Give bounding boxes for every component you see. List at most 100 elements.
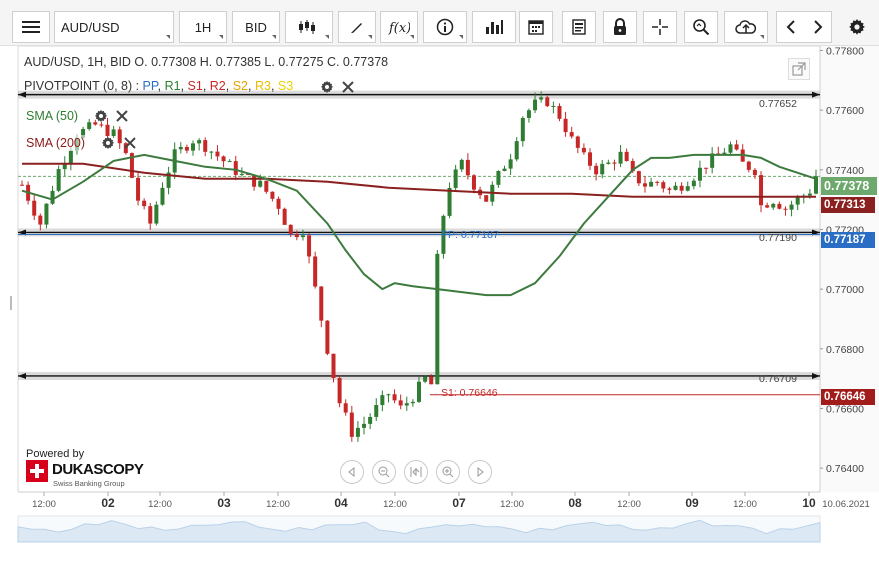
candle-body [343,403,348,413]
s-level-label: 0.76709 [759,373,797,385]
candle-body [294,233,299,238]
candle-body [282,208,287,225]
y-tick-label: 0.77800 [826,46,864,57]
lock-button[interactable] [603,11,637,43]
history-back-button[interactable] [776,11,832,43]
pp-inline-label: PP: 0.77187 [441,229,499,241]
candle-body [630,160,635,172]
triangle-right-icon [477,467,484,477]
candle-body [184,146,189,151]
indicators-button[interactable]: f(x) [380,11,418,43]
candle-body [142,200,147,207]
chart-area[interactable]: 0.77800 0.77600 0.77400 0.77200 0.77000 0.768… [0,46,879,567]
candle-body [191,143,196,151]
candle-body [276,198,281,209]
scroll-right-button[interactable] [468,460,492,484]
sma200-close-icon[interactable] [124,137,136,149]
x-tick-label: 12:00 [617,499,641,510]
dukascopy-logo[interactable]: DUKASCOPY Swiss Banking Group [26,460,146,488]
candle-body [166,172,171,188]
candle-body [777,203,782,209]
y-axis-panel [820,46,879,492]
candle-body [62,163,67,170]
candle-body [386,394,391,396]
calendar-icon [528,20,544,35]
candle-body [178,146,183,150]
candle-body [563,118,568,133]
x-tick-label: 12:00 [500,499,524,510]
candle-body [81,128,86,138]
export-button[interactable] [788,58,810,80]
timeframe-select[interactable]: 1H [179,11,227,43]
zoom-button[interactable] [684,11,718,43]
candle-body [44,203,49,225]
price-side-select[interactable]: BID [232,11,280,43]
sma50-close-icon[interactable] [116,110,128,122]
chevron-right-icon[interactable] [813,19,823,35]
candle-body [496,170,501,185]
candle-body [56,169,61,191]
y-tick-label: 0.76600 [826,403,864,415]
y-tick-label: 0.76800 [826,344,864,356]
pivot-legend: PIVOTPOINT (0, 8) : PP, R1, S1, R2, S2, … [24,79,294,93]
candle-body [355,427,360,437]
x-tick-label: 07 [452,496,466,510]
brand-name: DUKASCOPY [52,461,144,478]
notes-button[interactable] [562,11,596,43]
x-tick-label: 09 [685,496,699,510]
candle-body [508,159,513,169]
candle-body [417,381,421,402]
pivot-settings-gear-icon[interactable] [320,80,334,94]
candle-body [642,183,647,187]
crosshair-button[interactable] [643,11,677,43]
symbol-select[interactable]: AUD/USD [54,11,174,43]
candle-body [429,376,434,385]
y-tick-label: 0.76400 [826,463,864,475]
pivot-r3-label: R3 [254,79,271,93]
candle-body [514,141,519,160]
zoom-in-button[interactable] [436,460,460,484]
sma200-settings-gear-icon[interactable] [101,136,115,150]
scroll-left-button[interactable] [340,460,364,484]
info-button[interactable] [423,11,467,43]
x-tick-label: 12:00 [32,499,56,510]
candle-body [728,144,733,153]
candle-body [227,161,232,163]
candle-body [129,153,134,178]
ohlc-legend: AUD/USD, 1H, BID O. 0.77308 H. 0.77385 L… [24,55,389,69]
candle-body [502,168,507,171]
chevron-down-icon [410,35,414,39]
candle-body [105,124,110,137]
volume-button[interactable] [472,11,516,43]
candle-body [814,176,818,194]
candle-body [581,147,586,153]
price-chart[interactable]: 0.778000.776000.774000.772000.770000.768… [0,46,879,567]
calendar-button[interactable] [519,11,553,43]
candle-body [160,187,165,205]
zoom-out-button[interactable] [372,460,396,484]
candle-body [459,159,464,170]
candle-body [691,180,696,187]
s1-price-tag: 0.76646 [821,389,875,405]
candle-body [557,105,562,119]
candle-body [673,185,678,190]
draw-tool-button[interactable] [338,11,376,43]
menu-button[interactable] [12,11,50,43]
pivot-r1-label: R1 [164,79,181,93]
candle-body [526,110,531,118]
candle-body [203,140,208,152]
x-tick-label: 02 [101,496,115,510]
sma50-settings-gear-icon[interactable] [94,109,108,123]
settings-button[interactable] [840,11,874,43]
upload-button[interactable] [724,11,768,43]
powered-by-text: Powered by [26,448,85,460]
pivot-close-icon[interactable] [342,81,354,93]
chart-type-button[interactable] [285,11,333,43]
candle-body [337,377,342,404]
candle-body [539,97,544,100]
candle-body [649,181,654,187]
reset-zoom-button[interactable] [404,460,428,484]
pivot-name: PIVOTPOINT (0, 8) [24,79,133,93]
chevron-down-icon [325,35,329,39]
candle-body [752,169,757,176]
